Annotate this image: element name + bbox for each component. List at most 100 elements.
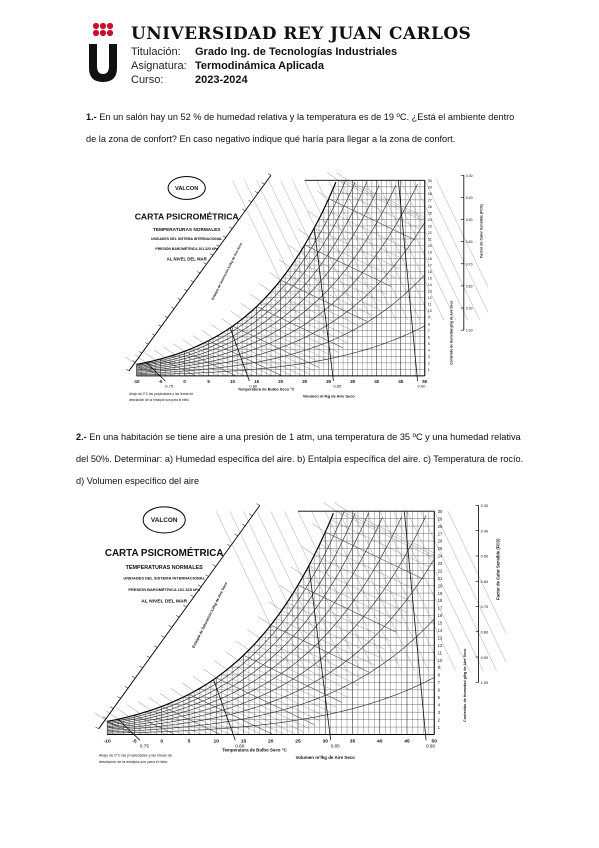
humidity-tick-label: 17 <box>428 264 432 268</box>
humidity-tick-label: 5 <box>438 695 441 700</box>
specific-volume-line <box>117 718 141 741</box>
wet-bulb-line <box>280 279 368 322</box>
humidity-tick-label: 7 <box>438 680 441 685</box>
wet-bulb-line <box>341 511 435 556</box>
enthalpy-extension <box>323 502 337 512</box>
enthalpy-extension <box>240 303 252 312</box>
enthalpy-tick <box>267 173 272 176</box>
enthalpy-extension <box>159 693 173 703</box>
enthalpy-extension <box>312 523 326 533</box>
humidity-tick-label: 25 <box>438 546 443 551</box>
volume-axis-label: Volumen m³/kg de Aire Seco <box>303 393 356 398</box>
chart-subtitle: TEMPERATURAS NORMALES <box>126 565 203 571</box>
wet-bulb-line <box>330 519 429 567</box>
volume-tick-label: 0.90 <box>418 383 427 388</box>
wet-bulb-line <box>160 358 196 377</box>
humidity-tick-label: 27 <box>428 198 432 202</box>
wet-bulb-line <box>343 180 425 220</box>
enthalpy-extension <box>116 707 130 717</box>
enthalpy-scale <box>128 174 272 372</box>
humidity-tick-label: 18 <box>438 598 443 603</box>
x-tick-label: 0 <box>183 379 186 384</box>
relative-humidity-curve <box>107 512 370 726</box>
enthalpy-extension <box>163 346 175 355</box>
volume-minor-line <box>229 511 306 671</box>
relative-humidity-curve <box>107 516 383 727</box>
humidity-tick-label: 13 <box>438 635 443 640</box>
enthalpy-extension <box>327 172 339 181</box>
wet-bulb-line <box>155 360 189 377</box>
chart-units: UNIDADES DEL SISTEMA INTERNACIONAL <box>151 237 222 241</box>
humidity-tick-label: 23 <box>438 561 443 566</box>
university-logo <box>89 22 117 82</box>
chart-pressure: PRESIÓN BAROMÉTRICA 101.325 kPa <box>155 246 218 251</box>
enthalpy-tick <box>216 244 220 247</box>
chart-title: CARTA PSICROMÉTRICA <box>105 548 224 559</box>
humidity-tick-label: 12 <box>438 643 443 648</box>
volume-minor-line <box>338 511 415 671</box>
humidity-tick-label: 9 <box>428 316 430 320</box>
volume-minor-line <box>424 180 488 313</box>
shf-tick-label: 1.00 <box>481 680 489 685</box>
enthalpy-extension <box>236 641 250 651</box>
meta-row-titulacion: Titulación: Grado Ing. de Tecnologías Ind… <box>131 45 397 59</box>
meta-value: 2023-2024 <box>195 74 248 86</box>
wet-bulb-line <box>242 318 329 361</box>
footnote-line-1: Abajo de 0°C las propiedades y las línea… <box>129 392 193 396</box>
chart-units: UNIDADES DEL SISTEMA INTERNACIONAL <box>123 575 205 580</box>
wet-bulb-line <box>172 701 241 735</box>
meta-label: Curso: <box>131 74 164 86</box>
meta-value: Grado Ing. de Tecnologías Industriales <box>195 46 398 58</box>
relative-humidity-curve <box>107 618 435 733</box>
humidity-tick-label: 30 <box>428 179 432 183</box>
psychrometric-chart-2: 0.75 0.80 0.85 0.90 -10 -5 0 5 10 15 20 25 30 35 40 45 5… <box>84 488 506 778</box>
chart-sea-level: AL NIVEL DEL MAR <box>167 256 208 261</box>
chart-svg: 0.75 0.80 0.85 0.90-10 -5 0 5 10 15 20 25 30 35 40 45 5… <box>94 502 506 764</box>
humidity-tick-label: 2 <box>428 361 430 365</box>
enthalpy-tick <box>102 716 107 719</box>
wet-bulb-line <box>294 260 382 302</box>
enthalpy-extension <box>278 259 291 268</box>
wet-bulb-line <box>248 649 348 698</box>
chart-sea-level: AL NIVEL DEL MAR <box>141 599 187 605</box>
volume-minor-line <box>268 180 336 321</box>
humidity-tick-label: 10 <box>438 658 443 663</box>
enthalpy-tick <box>161 635 165 638</box>
enthalpy-tick <box>205 574 209 577</box>
enthalpy-tick <box>197 584 202 587</box>
humidity-tick-label: 16 <box>428 270 432 274</box>
enthalpy-tick <box>227 544 231 547</box>
wet-bulb-line <box>346 511 435 554</box>
humidity-tick-label: 5 <box>428 342 430 346</box>
humidity-tick-label: 22 <box>428 231 432 235</box>
volume-minor-line <box>311 511 388 671</box>
enthalpy-tick <box>124 686 129 689</box>
volume-minor-line <box>340 180 408 321</box>
x-tick-label: 35 <box>350 739 356 745</box>
volume-minor-line <box>376 180 444 321</box>
enthalpy-tick <box>153 645 158 648</box>
enthalpy-extension <box>202 330 214 339</box>
relative-humidity-curve <box>107 558 435 731</box>
wet-bulb-line <box>299 252 387 295</box>
relative-humidity-curve <box>136 185 380 370</box>
humidity-tick-label: 3 <box>438 710 441 715</box>
enthalpy-tick <box>177 297 181 300</box>
x-axis-label: Temperatura de Bulbo Seco °C <box>222 747 287 752</box>
x-tick-label: 30 <box>326 379 331 384</box>
specific-volume-line <box>403 511 427 741</box>
x-tick-label: 10 <box>213 739 219 745</box>
wet-bulb-line <box>261 301 348 344</box>
brand-name: VALCON <box>151 517 178 524</box>
wet-bulb-line <box>134 714 175 735</box>
wet-bulb-line <box>266 296 353 339</box>
volume-tick-label: 0.90 <box>426 744 435 749</box>
shf-tick-label: 0.80 <box>481 629 489 634</box>
logo-dot <box>99 22 107 30</box>
wet-bulb-line <box>287 602 386 650</box>
humidity-tick-label: 14 <box>438 628 443 633</box>
enthalpy-tick <box>234 533 238 537</box>
wet-bulb-line <box>304 244 392 287</box>
volume-tick-label: 0.80 <box>235 744 244 749</box>
